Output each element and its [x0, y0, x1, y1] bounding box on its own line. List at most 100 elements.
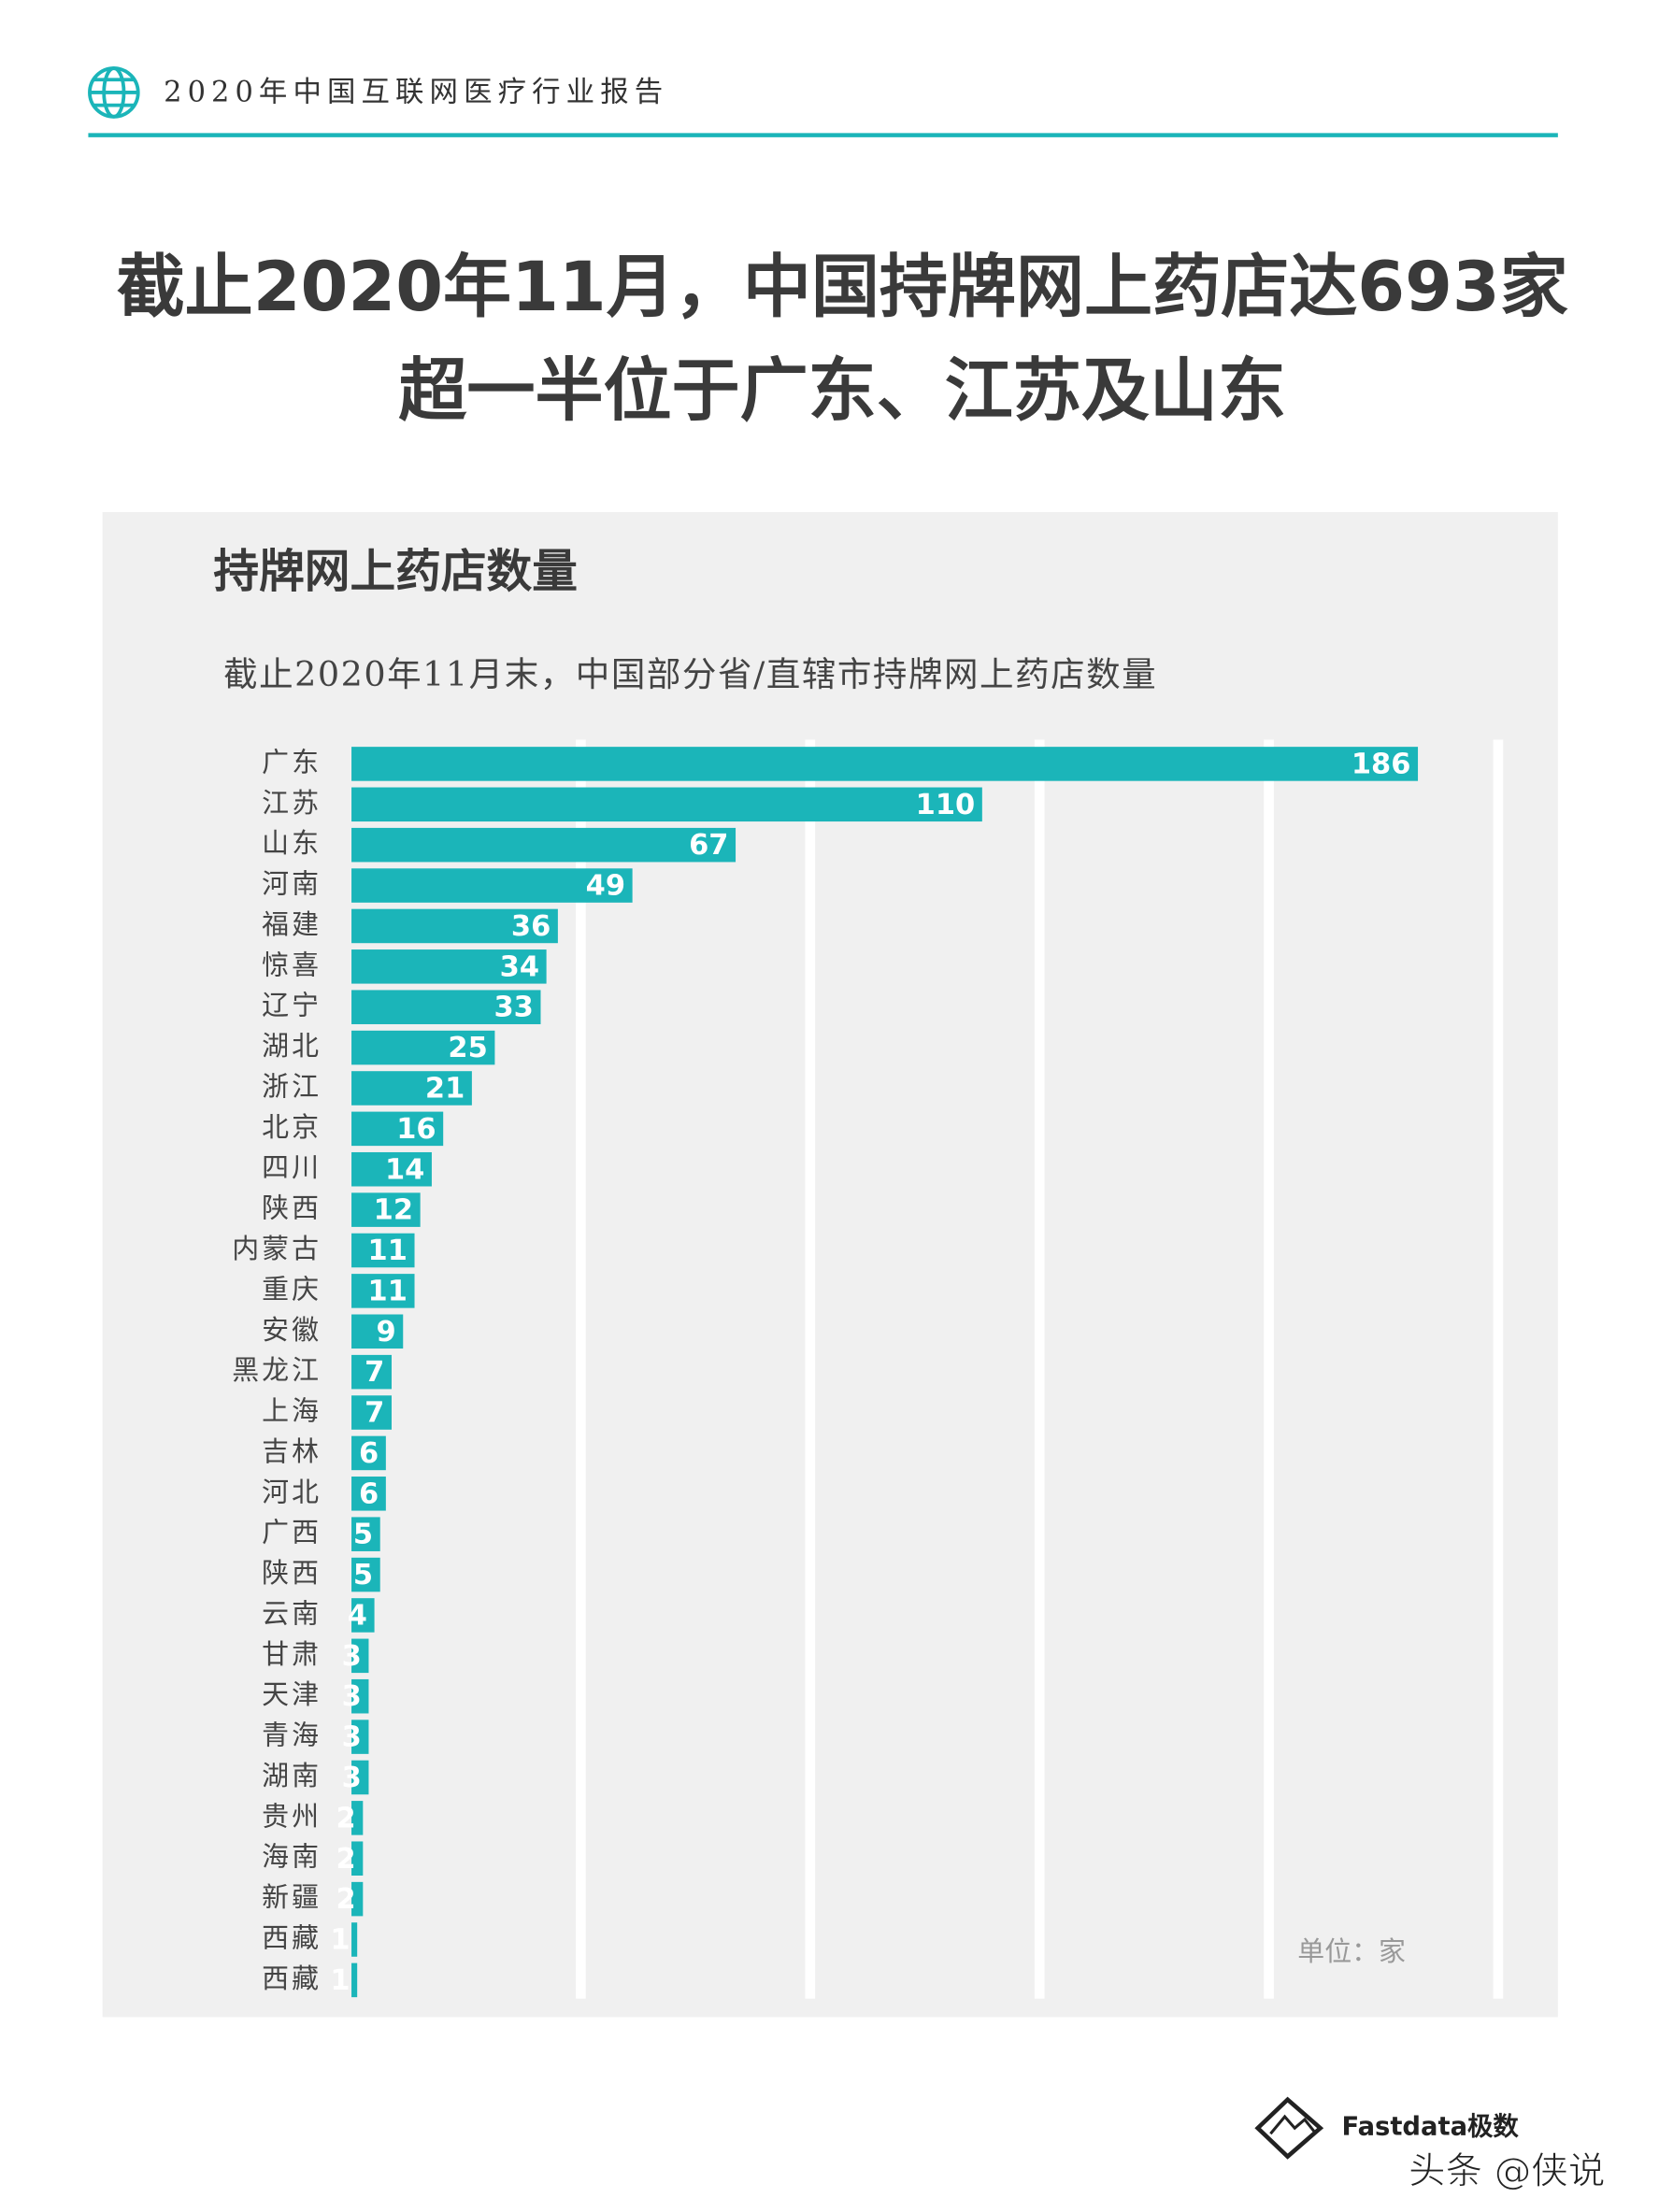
- bar: [351, 1274, 415, 1308]
- bar: [351, 1314, 404, 1349]
- bar: [351, 747, 1419, 781]
- bar: [351, 1678, 369, 1714]
- bar: [351, 1071, 472, 1106]
- bar: [351, 1962, 358, 1998]
- value-label: 67: [689, 829, 728, 862]
- y-tick-label: 陕西: [262, 1557, 322, 1589]
- header-title: 2020年中国互联网医疗行业报告: [164, 76, 668, 108]
- bar: [351, 908, 558, 944]
- bar: [351, 1233, 415, 1268]
- value-label: 1: [330, 1964, 350, 1997]
- value-label: 7: [365, 1356, 384, 1389]
- y-tick-label: 四川: [262, 1151, 322, 1183]
- value-label: 1: [330, 1924, 350, 1957]
- y-tick-label: 云南: [262, 1597, 322, 1629]
- y-tick-label: 湖南: [262, 1760, 322, 1791]
- y-tick-label: 河南: [262, 868, 322, 900]
- globe-icon: [88, 66, 140, 119]
- value-label: 36: [511, 910, 551, 943]
- value-label: 5: [353, 1559, 373, 1591]
- y-tick-label: 福建: [262, 908, 322, 940]
- y-tick-label: 重庆: [262, 1273, 322, 1305]
- bar: [351, 1760, 369, 1795]
- y-tick-label: 青海: [262, 1720, 322, 1751]
- bar: [351, 1192, 421, 1227]
- y-tick-label: 惊喜: [262, 949, 322, 980]
- bar: [351, 1395, 392, 1430]
- bar: [351, 787, 982, 822]
- page-title: 超一半位于广东、江苏及山东: [398, 351, 1286, 431]
- value-label: 4: [348, 1599, 367, 1632]
- bar: [351, 1841, 364, 1877]
- chart-title: 持牌网上药店数量: [213, 546, 578, 598]
- y-tick-label: 海南: [262, 1841, 322, 1873]
- value-label: 3: [342, 1680, 362, 1713]
- value-label: 21: [425, 1072, 465, 1105]
- value-label: 49: [586, 870, 625, 903]
- y-tick-label: 江苏: [262, 787, 322, 819]
- value-label: 25: [448, 1032, 487, 1064]
- y-tick-label: 甘肃: [262, 1638, 322, 1670]
- value-label: 6: [359, 1437, 379, 1470]
- chart-subtitle: 截止2020年11月末，中国部分省/直辖市持牌网上药店数量: [223, 654, 1157, 694]
- y-tick-label: 新疆: [262, 1881, 322, 1913]
- bar: [351, 1517, 380, 1551]
- y-tick-label: 辽宁: [262, 990, 322, 1021]
- brand-logo: [1254, 2096, 1324, 2160]
- bar: [351, 1354, 392, 1390]
- bar: [351, 949, 547, 984]
- y-tick-label: 河北: [262, 1476, 322, 1507]
- bar: [351, 1111, 444, 1147]
- y-tick-label: 广西: [262, 1517, 322, 1548]
- value-label: 2: [336, 1843, 356, 1876]
- y-tick-label: 吉林: [262, 1435, 322, 1467]
- y-tick-label: 安徽: [262, 1314, 322, 1346]
- bar: [351, 1151, 432, 1187]
- value-label: 16: [396, 1113, 436, 1146]
- value-label: 5: [353, 1519, 373, 1551]
- value-label: 34: [500, 950, 539, 983]
- bar: [351, 1922, 358, 1957]
- value-label: 11: [368, 1234, 408, 1267]
- value-label: 7: [365, 1397, 384, 1430]
- value-label: 3: [342, 1762, 362, 1794]
- brand-name: Fastdata极数: [1341, 2113, 1519, 2142]
- y-tick-label: 黑龙江: [232, 1354, 322, 1386]
- value-label: 3: [342, 1721, 362, 1754]
- value-label: 12: [374, 1194, 413, 1227]
- bar: [351, 1720, 369, 1754]
- bar: [351, 1638, 369, 1674]
- bar: [351, 1801, 364, 1835]
- y-tick-label: 西藏: [262, 1962, 322, 1994]
- bar: [351, 1598, 375, 1633]
- y-tick-label: 陕西: [262, 1192, 322, 1224]
- bar: [351, 827, 737, 863]
- y-tick-label: 浙江: [262, 1070, 322, 1102]
- y-tick-label: 内蒙古: [232, 1233, 322, 1264]
- y-tick-label: 天津: [262, 1678, 322, 1710]
- bar: [351, 1435, 386, 1471]
- page-title: 截止2020年11月，中国持牌网上药店达693家: [117, 248, 1568, 327]
- value-label: 33: [494, 992, 534, 1024]
- value-label: 2: [336, 1883, 356, 1916]
- bar: [351, 990, 541, 1024]
- value-label: 11: [368, 1275, 408, 1307]
- unit-note: 单位：家: [1297, 1935, 1406, 1967]
- bar: [351, 1557, 380, 1592]
- value-label: 14: [385, 1153, 424, 1186]
- y-tick-label: 山东: [262, 827, 322, 859]
- bar: [351, 868, 633, 903]
- value-label: 9: [376, 1316, 395, 1349]
- value-label: 110: [916, 789, 976, 821]
- y-tick-label: 贵州: [262, 1800, 322, 1832]
- value-label: 6: [359, 1477, 379, 1510]
- value-label: 186: [1352, 748, 1411, 780]
- bar: [351, 1030, 495, 1065]
- y-tick-label: 北京: [262, 1111, 322, 1143]
- value-label: 2: [336, 1802, 356, 1834]
- y-tick-label: 上海: [262, 1395, 322, 1427]
- bar: [351, 1477, 386, 1511]
- watermark: 头条 @侠说: [1409, 2149, 1605, 2192]
